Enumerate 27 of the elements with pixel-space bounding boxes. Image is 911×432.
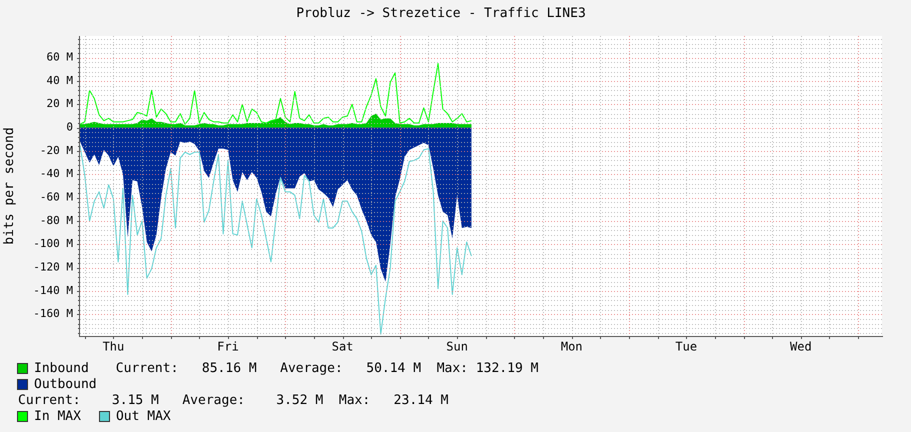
x-tick-label: Thu: [102, 339, 124, 354]
legend-label: Outbound: [34, 376, 97, 392]
legend-label: Inbound: [34, 360, 89, 376]
y-tick-label: -100 M: [33, 237, 74, 250]
legend-label: Out MAX: [116, 408, 171, 424]
y-tick-label: -120 M: [33, 260, 74, 274]
chart-title: Probluz -> Strezetice - Traffic LINE3: [296, 6, 586, 22]
y-tick-label: -40 M: [40, 167, 74, 180]
y-axis-title: bits per second: [2, 127, 18, 245]
x-tick-label: Tue: [675, 339, 698, 354]
text: Current: 3.15 M Average: 3.52 M Max: 23.14 M: [18, 392, 448, 408]
text: Current: 85.16 M Average: 50.14 M Max: 132.19 M: [116, 360, 538, 376]
y-tick-label: 40 M: [46, 74, 74, 87]
x-tick-label: Fri: [217, 339, 239, 354]
y-tick-label: 20 M: [46, 97, 74, 110]
y-tick-label: -60 M: [40, 190, 74, 204]
y-tick-label: -20 M: [40, 144, 74, 157]
y-tick-label: 60 M: [46, 50, 74, 64]
legend-label: In MAX: [34, 408, 81, 424]
x-tick-label: Sun: [446, 339, 468, 354]
x-tick-label: Sat: [332, 339, 354, 354]
x-tick-label: Wed: [790, 339, 812, 354]
y-tick-label: -160 M: [33, 307, 74, 320]
x-tick-label: Mon: [560, 339, 583, 354]
y-tick-label: -80 M: [40, 214, 74, 227]
y-tick-label: 0: [66, 120, 73, 134]
y-tick-label: -140 M: [33, 284, 74, 297]
